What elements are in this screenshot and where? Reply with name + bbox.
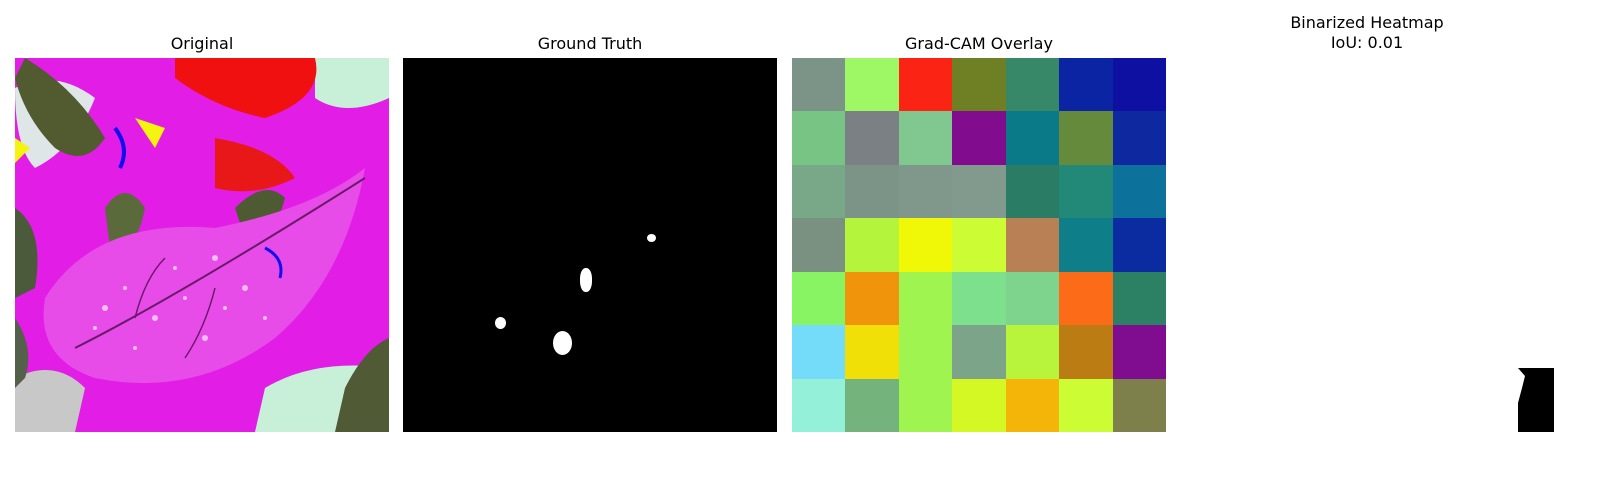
binarized-title: Binarized Heatmap IoU: 0.01 xyxy=(1180,13,1554,53)
original-title-text: Original xyxy=(170,34,234,53)
gradcam-cell xyxy=(898,58,953,112)
gradcam-cell xyxy=(1112,378,1166,432)
gradcam-cell xyxy=(845,58,899,112)
gradcam-cell xyxy=(898,325,953,379)
gradcam-cell xyxy=(898,271,953,326)
gradcam-cell xyxy=(1059,218,1113,272)
gradcam-cell xyxy=(845,111,899,165)
gradcam-cell xyxy=(1005,325,1060,379)
gradcam-cell xyxy=(1059,58,1113,112)
leaf-illustration xyxy=(15,58,389,432)
lesion-spot xyxy=(647,234,656,242)
ground-truth-title: Ground Truth xyxy=(403,34,777,54)
gradcam-cell xyxy=(952,218,1006,272)
gradcam-cell xyxy=(1112,271,1166,326)
gradcam-cell xyxy=(898,218,953,272)
gradcam-cell xyxy=(1005,111,1060,165)
gradcam-cell xyxy=(845,218,899,272)
lesion-spot xyxy=(553,331,572,355)
original-title: Original xyxy=(15,34,389,54)
gradcam-cell xyxy=(792,218,846,272)
gradcam-cell xyxy=(1005,164,1060,219)
gradcam-cell xyxy=(845,164,899,219)
gradcam-cell xyxy=(792,164,846,219)
gradcam-cell xyxy=(792,325,846,379)
gradcam-cell xyxy=(1112,325,1166,379)
gradcam-cell xyxy=(1005,58,1060,112)
gradcam-cell xyxy=(1059,111,1113,165)
gradcam-cell xyxy=(1005,218,1060,272)
gradcam-title-text: Grad-CAM Overlay xyxy=(905,34,1053,53)
gradcam-cell xyxy=(898,111,953,165)
gradcam-cell xyxy=(898,378,953,432)
ground-truth-mask xyxy=(403,58,777,432)
gradcam-cell xyxy=(1059,325,1113,379)
gradcam-cell xyxy=(845,271,899,326)
binarized-heatmap xyxy=(1180,58,1554,432)
binarized-title-line2: IoU: 0.01 xyxy=(1330,33,1404,52)
ground-truth-title-text: Ground Truth xyxy=(537,34,643,53)
gradcam-cell xyxy=(952,271,1006,326)
gradcam-cell xyxy=(1112,58,1166,112)
gradcam-cell xyxy=(792,271,846,326)
gradcam-cell xyxy=(1005,378,1060,432)
gradcam-cell xyxy=(792,58,846,112)
lesion-spot xyxy=(495,317,506,329)
gradcam-cell xyxy=(1059,378,1113,432)
gradcam-cell xyxy=(792,378,846,432)
gradcam-cell xyxy=(1059,164,1113,219)
gradcam-cell xyxy=(1059,271,1113,326)
binarized-title-line1: Binarized Heatmap xyxy=(1290,13,1444,32)
gradcam-cell xyxy=(1112,111,1166,165)
gradcam-cell xyxy=(952,325,1006,379)
gradcam-cell xyxy=(952,58,1006,112)
gradcam-cell xyxy=(1112,218,1166,272)
gradcam-cell xyxy=(898,164,953,219)
lesion-spot xyxy=(580,268,592,292)
gradcam-cell xyxy=(952,378,1006,432)
gradcam-cell xyxy=(1112,164,1166,219)
gradcam-cell xyxy=(845,378,899,432)
gradcam-cell xyxy=(792,111,846,165)
gradcam-overlay xyxy=(792,58,1166,432)
binarized-region xyxy=(1518,368,1554,432)
gradcam-cell xyxy=(845,325,899,379)
gradcam-cell xyxy=(1005,271,1060,326)
gradcam-cell xyxy=(952,111,1006,165)
original-image xyxy=(15,58,389,432)
gradcam-title: Grad-CAM Overlay xyxy=(792,34,1166,54)
gradcam-cell xyxy=(952,164,1006,219)
